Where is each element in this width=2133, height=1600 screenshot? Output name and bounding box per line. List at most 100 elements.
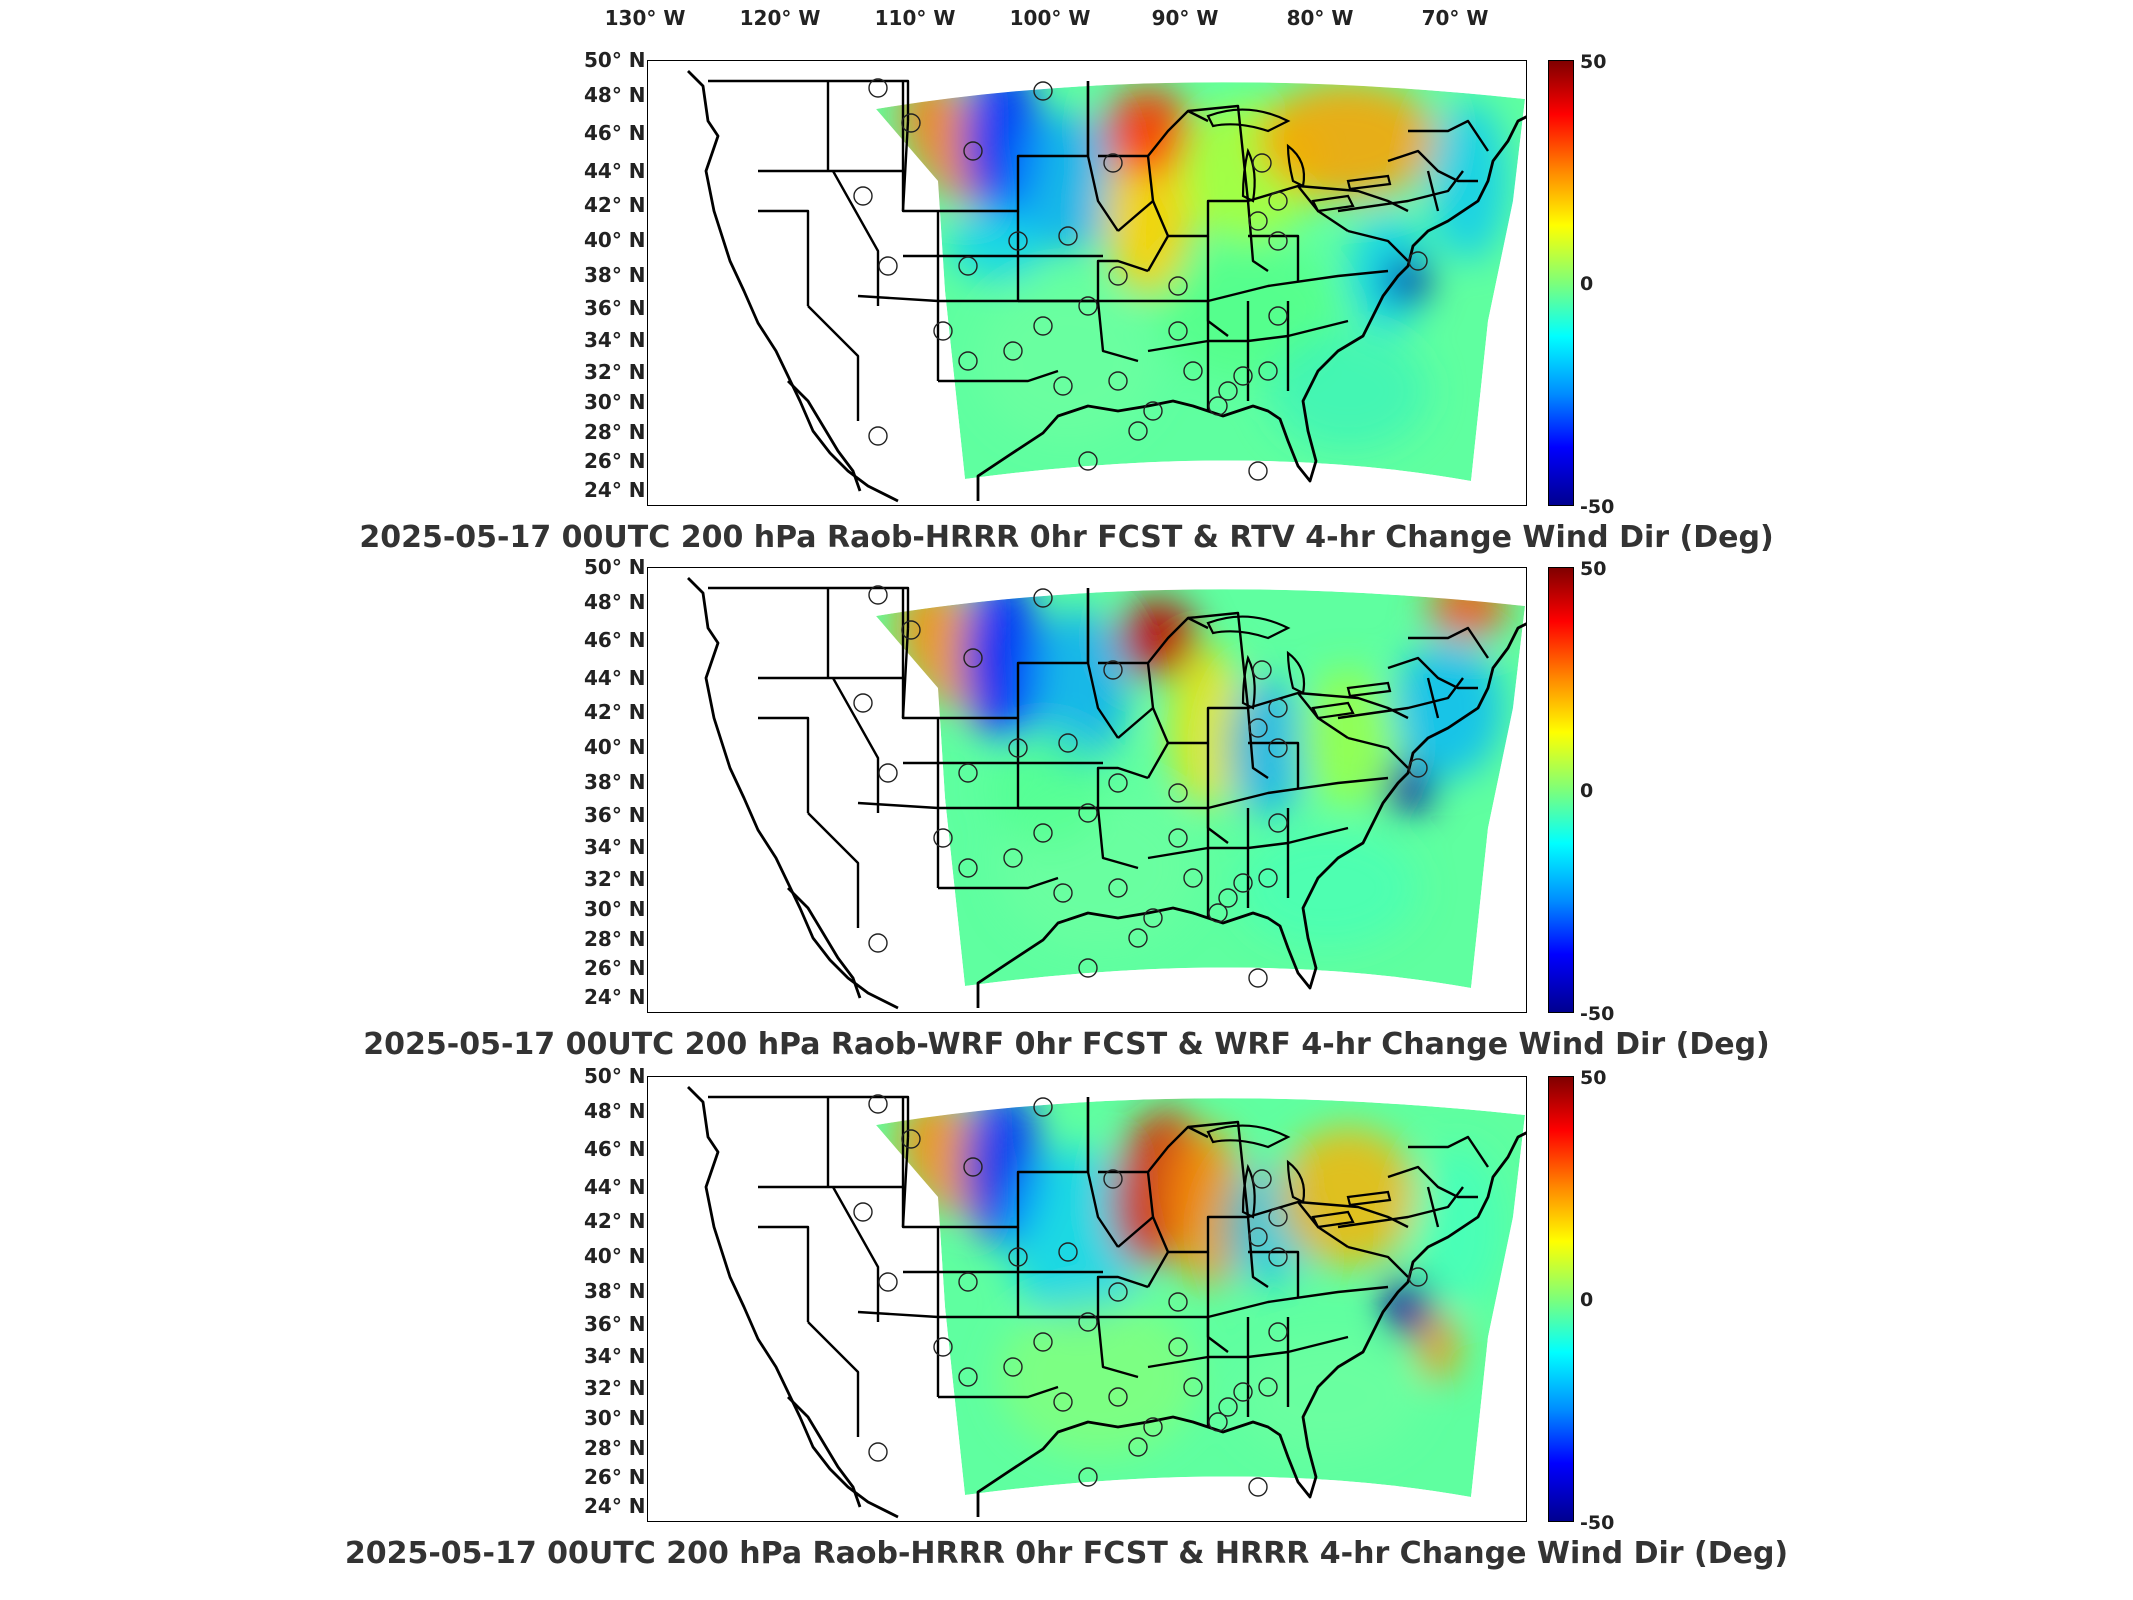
- raob-station-marker: [1143, 1417, 1163, 1437]
- raob-station-marker: [1258, 361, 1278, 381]
- colorbar-min-label: -50: [1580, 496, 1615, 518]
- raob-station-marker: [958, 351, 978, 371]
- latitude-label: 24° N: [584, 1494, 646, 1518]
- state-boundary: [758, 676, 905, 718]
- state-boundary: [831, 170, 880, 306]
- raob-station-marker: [853, 693, 873, 713]
- state-boundary: [857, 801, 940, 888]
- raob-station-marker: [1078, 958, 1098, 978]
- raob-station-marker: [1008, 231, 1028, 251]
- field-region: [1118, 598, 1198, 678]
- latitude-label: 44° N: [584, 159, 646, 183]
- raob-station-marker: [1233, 366, 1253, 386]
- latitude-label: 50° N: [584, 555, 646, 579]
- state-boundary: [1118, 1285, 1389, 1319]
- latitude-label: 36° N: [584, 803, 646, 827]
- raob-station-marker: [1218, 1397, 1238, 1417]
- panel-title: 2025-05-17 00UTC 200 hPa Raob-WRF 0hr FC…: [363, 1027, 1770, 1062]
- raob-station-marker: [1218, 888, 1238, 908]
- state-boundary: [758, 1225, 810, 1322]
- raob-station-marker: [1108, 371, 1128, 391]
- latitude-label: 26° N: [584, 956, 646, 980]
- state-boundary: [708, 79, 910, 121]
- longitude-label: 90° W: [1151, 6, 1219, 30]
- raob-station-marker: [1208, 396, 1228, 416]
- latitude-label: 40° N: [584, 1244, 646, 1268]
- raob-station-marker: [1078, 451, 1098, 471]
- map-plot: [647, 567, 1527, 1013]
- field-region: [1418, 1312, 1458, 1382]
- raob-station-marker: [1218, 381, 1238, 401]
- field-region: [1383, 1277, 1433, 1337]
- panel-title: 2025-05-17 00UTC 200 hPa Raob-HRRR 0hr F…: [359, 520, 1774, 555]
- raob-station-marker: [958, 256, 978, 276]
- state-boundary: [831, 1186, 880, 1322]
- colorbar: [1548, 60, 1574, 506]
- raob-station-marker: [1268, 1207, 1288, 1227]
- raob-station-marker: [868, 78, 888, 98]
- state-boundary: [1118, 776, 1389, 810]
- state-boundary: [1118, 269, 1389, 303]
- state-boundary: [708, 586, 910, 628]
- raob-station-marker: [1078, 803, 1098, 823]
- raob-station-marker: [1233, 1382, 1253, 1402]
- state-boundary: [938, 369, 1059, 383]
- raob-station-marker: [1248, 461, 1268, 481]
- raob-station-marker: [878, 1272, 898, 1292]
- latitude-label: 48° N: [584, 1099, 646, 1123]
- state-boundary: [1086, 1097, 1119, 1248]
- latitude-label: 42° N: [584, 700, 646, 724]
- latitude-label: 44° N: [584, 666, 646, 690]
- raob-station-marker: [878, 763, 898, 783]
- latitude-label: 34° N: [584, 835, 646, 859]
- state-boundary: [1297, 184, 1409, 213]
- latitude-label: 26° N: [584, 1465, 646, 1489]
- field-region: [1383, 763, 1433, 813]
- raob-station-marker: [958, 1367, 978, 1387]
- raob-station-marker: [1248, 1227, 1268, 1247]
- state-boundary: [1347, 1245, 1409, 1278]
- raob-station-marker: [1268, 1247, 1288, 1267]
- field-region: [1393, 638, 1503, 778]
- raob-station-marker: [1268, 738, 1288, 758]
- raob-station-marker: [1053, 376, 1073, 396]
- latitude-label: 26° N: [584, 449, 646, 473]
- latitude-label: 46° N: [584, 628, 646, 652]
- raob-station-marker: [1408, 1267, 1428, 1287]
- state-boundary: [1426, 170, 1440, 212]
- state-boundary: [1018, 299, 1139, 363]
- latitude-label: 30° N: [584, 390, 646, 414]
- state-boundary: [1168, 706, 1269, 779]
- raob-station-marker: [1033, 823, 1053, 843]
- raob-station-marker: [1408, 758, 1428, 778]
- field-region: [978, 281, 1158, 441]
- longitude-label: 70° W: [1421, 6, 1489, 30]
- raob-station-marker: [1208, 903, 1228, 923]
- raob-station-marker: [1408, 251, 1428, 271]
- west-coastline: [687, 70, 899, 503]
- latitude-label: 44° N: [584, 1175, 646, 1199]
- gulf-atlantic-coastline: [976, 115, 1526, 501]
- latitude-label: 42° N: [584, 1209, 646, 1233]
- latitude-label: 42° N: [584, 193, 646, 217]
- raob-station-marker: [1268, 306, 1288, 326]
- field-region: [1413, 1147, 1503, 1307]
- state-boundary: [1098, 1170, 1155, 1248]
- colorbar: [1548, 567, 1574, 1013]
- latitude-label: 24° N: [584, 478, 646, 502]
- state-boundary: [1147, 109, 1209, 157]
- colorbar-min-label: -50: [1580, 1003, 1615, 1025]
- great-lake-outline: [1311, 1210, 1355, 1229]
- state-boundary: [1098, 154, 1155, 232]
- raob-station-marker: [1268, 813, 1288, 833]
- colorbar-mid-label: 0: [1580, 780, 1594, 802]
- state-boundary: [1387, 149, 1478, 183]
- field-region: [998, 1297, 1198, 1457]
- raob-station-marker: [901, 1129, 921, 1149]
- raob-station-marker: [868, 933, 888, 953]
- latitude-label: 34° N: [584, 1344, 646, 1368]
- field-region: [1238, 828, 1418, 948]
- state-boundary: [1297, 691, 1409, 720]
- state-boundary: [1096, 766, 1149, 808]
- panel-title: 2025-05-17 00UTC 200 hPa Raob-HRRR 0hr F…: [344, 1536, 1789, 1571]
